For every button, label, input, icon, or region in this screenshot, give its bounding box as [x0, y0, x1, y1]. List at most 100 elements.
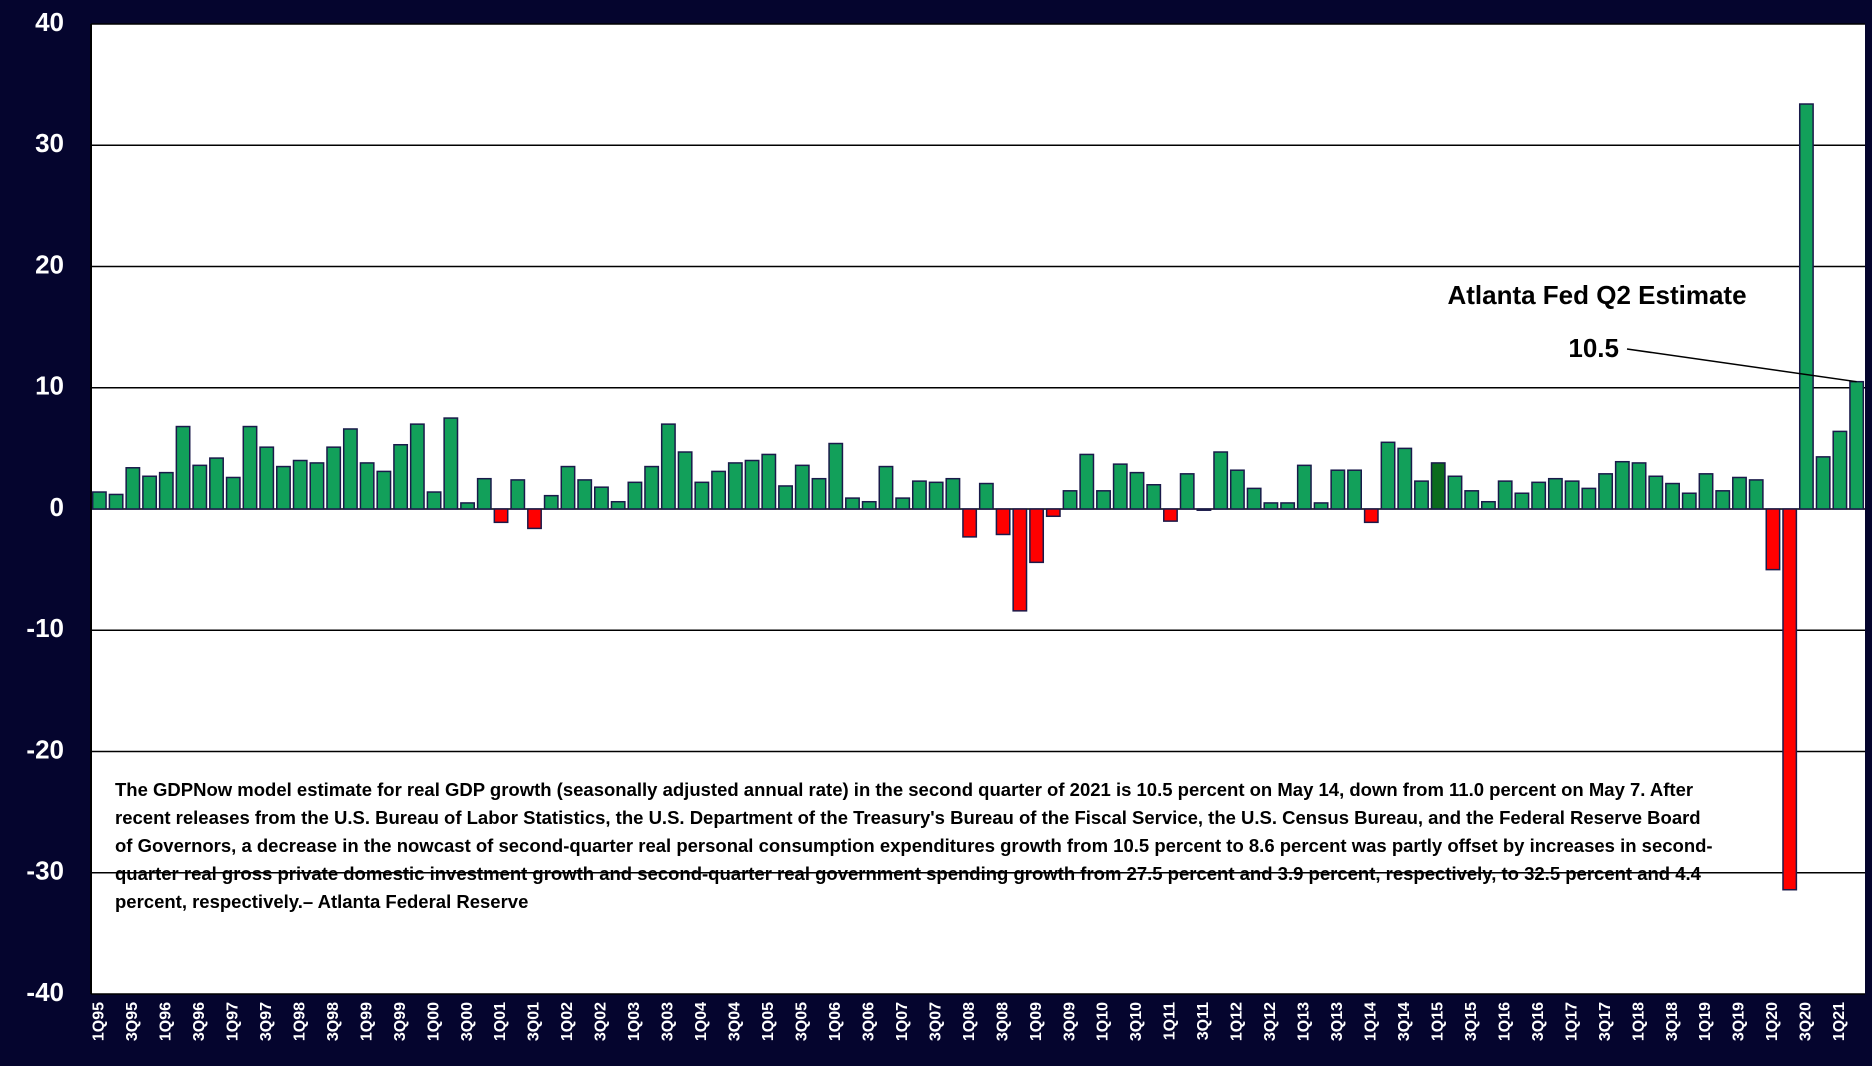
bar: [878, 465, 894, 510]
bar: [175, 425, 191, 510]
bar: [443, 417, 459, 510]
x-tick-label: 1Q09: [1028, 1002, 1045, 1041]
x-tick-label: 1Q05: [760, 1002, 777, 1041]
bar: [1163, 508, 1178, 522]
annotation-value: 10.5: [1568, 333, 1619, 363]
leader-line: [1626, 348, 1857, 383]
bar: [1832, 430, 1848, 510]
y-tick-label: 0: [50, 492, 64, 522]
bar: [292, 459, 308, 510]
bar: [895, 497, 911, 510]
bar: [527, 508, 542, 530]
bar: [1614, 460, 1630, 510]
y-tick-label: -20: [26, 734, 64, 764]
bar: [1112, 463, 1128, 510]
bar: [209, 457, 224, 510]
bar: [1849, 380, 1865, 510]
bar: [978, 482, 994, 510]
x-tick-label: 1Q17: [1563, 1002, 1580, 1041]
x-tick-label: 1Q06: [827, 1002, 844, 1041]
bar: [1732, 476, 1747, 510]
bar: [1581, 487, 1597, 510]
bar: [1698, 473, 1714, 510]
x-tick-label: 3Q96: [191, 1002, 208, 1041]
note: The GDPNow model estimate for real GDP g…: [115, 779, 1713, 912]
bar: [1296, 464, 1312, 510]
x-tick-label: 3Q06: [860, 1002, 877, 1041]
bar: [744, 459, 760, 510]
x-tick-label: 1Q98: [291, 1002, 308, 1041]
x-tick-label: 3Q95: [124, 1002, 141, 1041]
bar: [560, 465, 576, 510]
bar: [1815, 456, 1831, 510]
x-tick-label: 1Q00: [425, 1002, 442, 1041]
bar: [259, 446, 275, 510]
bar: [1129, 471, 1145, 510]
bar: [962, 508, 978, 538]
bar: [794, 464, 810, 510]
bar: [543, 494, 559, 510]
x-tick-label: 1Q13: [1296, 1002, 1313, 1041]
x-tick-label: 3Q99: [392, 1002, 409, 1041]
x-tick-label: 1Q18: [1630, 1002, 1647, 1041]
bar: [1363, 508, 1379, 524]
bar: [1430, 462, 1446, 510]
bar: [861, 500, 877, 510]
bar: [1715, 490, 1731, 510]
x-tick-label: 1Q99: [358, 1002, 375, 1041]
bar: [91, 491, 107, 510]
bar: [1263, 502, 1279, 510]
bar: [845, 497, 860, 510]
bar: [493, 508, 509, 524]
x-tick-label: 3Q15: [1463, 1002, 1480, 1041]
bar: [225, 476, 241, 510]
bar: [1631, 462, 1647, 510]
bar: [326, 446, 342, 510]
x-tick-label: 3Q97: [258, 1002, 275, 1041]
x-tick-label: 1Q04: [693, 1002, 710, 1041]
bar: [1782, 508, 1798, 891]
bar: [342, 428, 358, 510]
x-tick-label: 1Q96: [158, 1002, 175, 1041]
x-tick-label: 1Q07: [894, 1002, 911, 1041]
x-tick-label: 3Q16: [1530, 1002, 1547, 1041]
x-tick-label: 3Q98: [325, 1002, 342, 1041]
bar: [1681, 492, 1697, 510]
x-tick-label: 1Q02: [559, 1002, 576, 1041]
x-tick-label: 1Q97: [224, 1002, 241, 1041]
x-tick-label: 3Q13: [1329, 1002, 1346, 1041]
bar: [644, 465, 660, 510]
bar: [995, 508, 1011, 536]
x-tick-label: 1Q14: [1363, 1002, 1380, 1041]
bar: [1798, 103, 1814, 510]
x-tick-label: 1Q16: [1496, 1002, 1513, 1041]
bar: [928, 481, 944, 510]
x-tick-label: 1Q15: [1429, 1002, 1446, 1041]
x-tick-label: 3Q18: [1664, 1002, 1681, 1041]
x-tick-label: 1Q20: [1764, 1002, 1781, 1041]
bar: [761, 453, 777, 510]
y-tick-label: 20: [35, 249, 64, 279]
bar: [577, 479, 593, 510]
bar: [409, 423, 425, 510]
y-tick-label: -30: [26, 856, 64, 886]
x-tick-label: 1Q12: [1229, 1002, 1246, 1041]
bar: [309, 462, 325, 510]
bar: [1564, 480, 1580, 510]
bar: [1347, 469, 1363, 510]
bar: [108, 493, 124, 510]
bar: [1765, 508, 1781, 571]
x-tick-label: 1Q10: [1095, 1002, 1112, 1041]
bar: [142, 475, 158, 510]
y-tick-label: 40: [35, 7, 64, 37]
bar: [276, 465, 291, 510]
bar: [1146, 484, 1162, 510]
bar: [1196, 508, 1212, 511]
annotation-title: Atlanta Fed Q2 Estimate: [1447, 280, 1746, 310]
bar: [510, 479, 526, 510]
x-tick-label: 1Q21: [1831, 1002, 1848, 1041]
bar: [911, 480, 927, 510]
bar: [711, 470, 727, 510]
x-tick-label: 3Q20: [1798, 1002, 1815, 1041]
